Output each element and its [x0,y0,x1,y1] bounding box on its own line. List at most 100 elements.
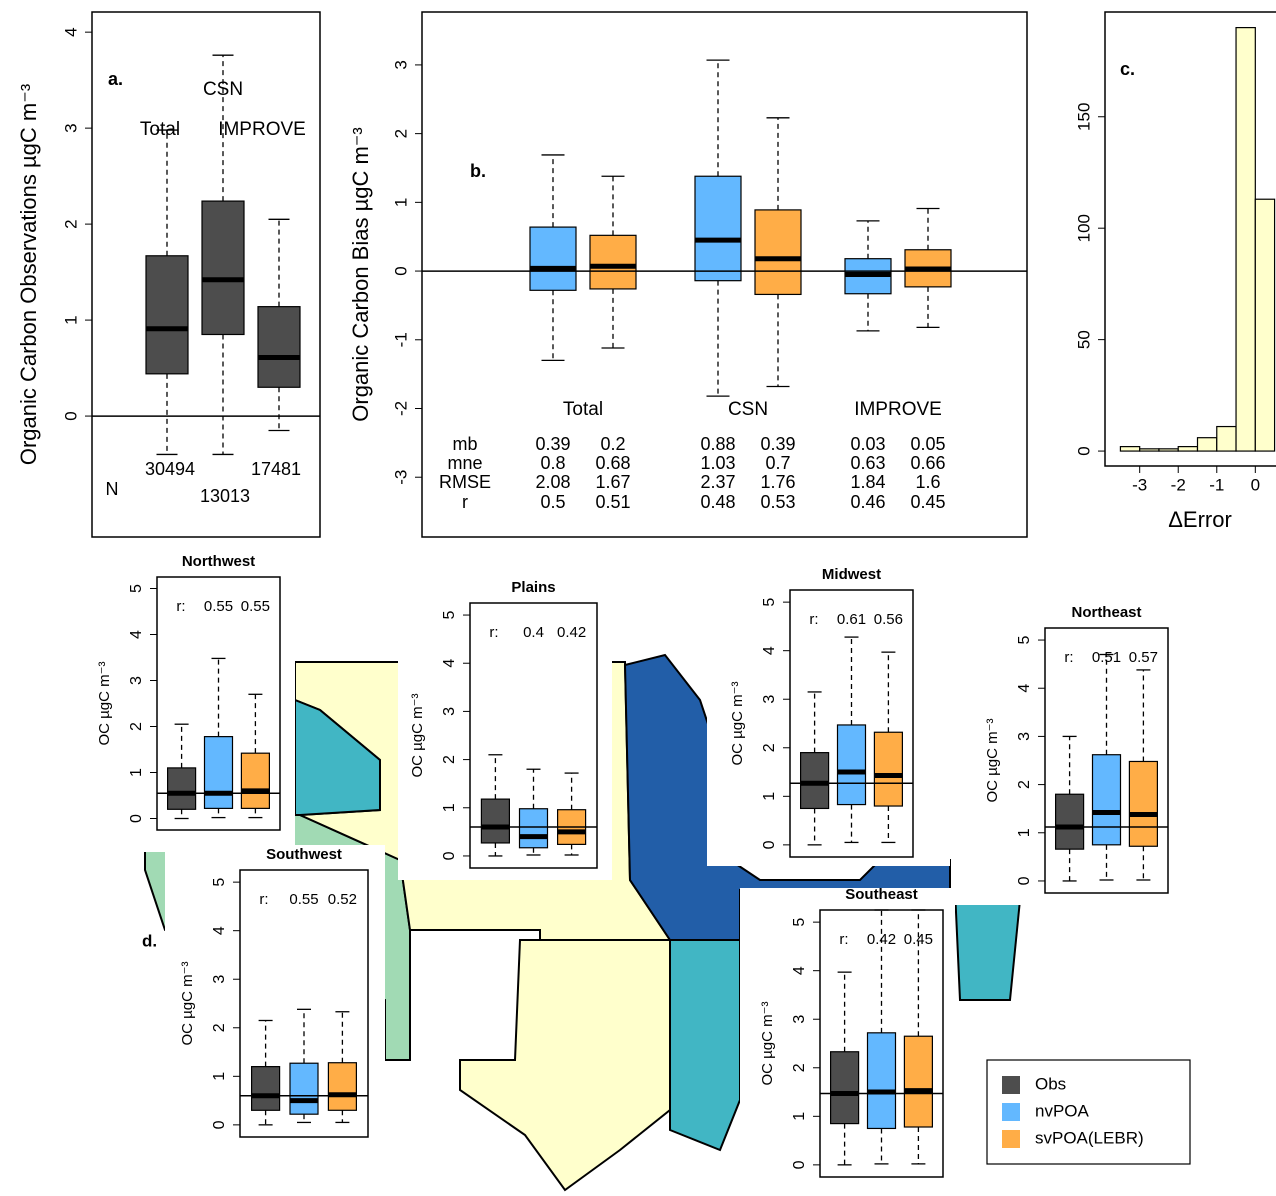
y-tick-label: 5 [211,878,228,887]
y-tick-label: 2 [1016,780,1033,789]
plot-frame [789,589,914,858]
stat-value: 0.53 [760,492,795,512]
bar [1119,446,1141,452]
stat-value: 1.67 [595,472,630,492]
bar [1235,27,1256,452]
y-tick-label: 2 [128,722,145,731]
box [327,1062,357,1111]
inset-title: Southeast [845,886,918,903]
r-label: r: [839,931,848,948]
box [829,1051,860,1125]
y-tick-label: 0 [1016,876,1033,885]
y-tick-label: -1 [391,332,410,347]
y-tick-label: 3 [211,975,228,984]
box [873,731,904,807]
stat-value: 0.39 [535,434,570,454]
y-axis-label: OC µgC m⁻³ [984,718,1001,802]
plot-frame [469,602,598,869]
stat-value: 0.46 [850,492,885,512]
y-tick-label: 2 [211,1023,228,1032]
box [1091,754,1122,846]
box [480,798,510,844]
category-label: IMPROVE [218,119,306,140]
y-tick-label: 3 [391,60,410,69]
y-tick-label: 0 [211,1120,228,1129]
r-value: 0.57 [1129,649,1158,666]
box [167,767,197,810]
y-tick-label: 0 [791,1160,808,1169]
plot-frame [239,869,369,1138]
y-axis-label: Organic Carbon Bias µgC m⁻³ [348,127,373,422]
stat-value: 1.76 [760,472,795,492]
r-label: r: [259,891,268,908]
r-value: 0.4 [523,624,544,641]
plot-frame [819,909,944,1178]
box [529,226,577,291]
stat-value: 1.03 [700,453,735,473]
panel-label: c. [1120,59,1135,79]
box [201,200,245,336]
category-label: CSN [203,79,243,100]
r-label: r: [1064,649,1073,666]
y-tick-label: 4 [761,646,778,655]
y-tick-label: 3 [1016,732,1033,741]
y-tick-label: 0 [391,266,410,275]
bar [1177,446,1199,452]
y-tick-label: 5 [128,584,145,593]
y-tick-label: 1 [791,1112,808,1121]
stat-value: 0.45 [910,492,945,512]
stat-value: 0.68 [595,453,630,473]
r-value: 0.51 [1092,649,1121,666]
inset-title: Southwest [266,846,342,863]
y-axis-label: Organic Carbon Observations µgC m⁻³ [16,84,41,465]
y-tick-label: 3 [61,123,80,132]
stat-value: 0.66 [910,453,945,473]
y-tick-label: 5 [1016,635,1033,644]
bar [1196,437,1218,452]
x-tick-label: -3 [1132,475,1147,494]
stat-value: 0.39 [760,434,795,454]
n-label: N [106,479,119,499]
y-tick-label: 1 [1016,828,1033,837]
y-tick-label: 0 [128,814,145,823]
stat-row-label: r [462,492,468,512]
map-region [459,939,671,1192]
category-label: Total [140,119,180,140]
box [1128,760,1159,847]
y-axis-label: OC µgC m⁻³ [759,1001,776,1085]
y-tick-label: 3 [441,707,458,716]
bar [1254,198,1276,452]
box [203,736,234,809]
legend-label: nvPOA [1035,1101,1090,1120]
y-axis-label: OC µgC m⁻³ [409,693,426,777]
r-value: 0.61 [837,611,866,628]
y-tick-label: 4 [441,659,458,668]
y-axis-label: OC µgC m⁻³ [96,661,113,745]
r-value: 0.55 [241,598,270,615]
map-region [953,888,1022,1001]
panel-label: d. [142,931,157,950]
x-axis-label: ΔError [1168,507,1232,532]
y-tick-label: 2 [761,743,778,752]
y-tick-label: 1 [211,1072,228,1081]
y-tick-label: -2 [391,401,410,416]
y-tick-label: 1 [761,792,778,801]
panel-label: a. [108,69,123,89]
stat-value: 0.88 [700,434,735,454]
stat-value: 0.03 [850,434,885,454]
box [799,752,830,810]
stat-value: 0.05 [910,434,945,454]
stat-value: 0.7 [765,453,790,473]
r-value: 0.45 [904,931,933,948]
bar [1158,448,1179,452]
y-axis-label: OC µgC m⁻³ [729,681,746,765]
y-tick-label: 4 [1016,684,1033,693]
inset-title: Midwest [822,566,881,583]
y-tick-label: 100 [1074,214,1093,242]
stat-value: 0.51 [595,492,630,512]
stat-value: 0.63 [850,453,885,473]
box [1054,793,1085,850]
box [251,1066,281,1111]
r-value: 0.55 [289,891,318,908]
